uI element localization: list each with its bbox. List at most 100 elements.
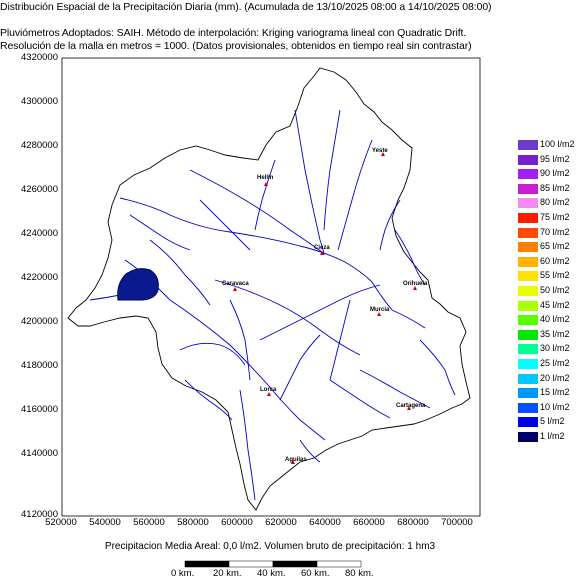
y-tick-label: 4300000 [21, 96, 58, 107]
y-tick-label: 4180000 [21, 360, 58, 371]
river-tributary-19 [299, 439, 321, 463]
river-tributary-17 [254, 159, 276, 231]
legend-swatch [518, 417, 538, 428]
river-tributary-10 [179, 342, 246, 366]
legend-swatch [518, 213, 538, 223]
y-tick-label: 4220000 [21, 272, 58, 283]
legend-label: 40 l/m2 [540, 314, 570, 325]
town-label-yeste: Yeste [372, 148, 388, 154]
legend-label: 45 l/m2 [540, 299, 570, 310]
legend-label: 35 l/m2 [540, 328, 570, 339]
y-tick-label: 4140000 [21, 448, 58, 459]
river-tributary-3 [337, 139, 373, 251]
legend-swatch [518, 388, 538, 399]
legend-swatch [518, 256, 538, 267]
legend-swatch [518, 344, 538, 355]
legend-label: 25 l/m2 [540, 358, 570, 368]
legend-label: 85 l/m2 [540, 182, 570, 193]
town-label-orihuela: Orihuela [403, 281, 428, 287]
y-tick-label: 4280000 [21, 140, 58, 151]
x-tick-label: 600000 [221, 517, 253, 528]
legend-label: 90 l/m2 [540, 168, 570, 179]
legend-label: 95 l/m2 [540, 153, 570, 164]
grid-resolution-text: Resolución de la malla en metros = 1000.… [0, 40, 472, 52]
legend-label: 100 l/m2 [540, 139, 575, 149]
scale-label: 80 km. [345, 568, 374, 579]
x-tick-label: 620000 [265, 517, 297, 528]
map-title: Distribución Espacial de la Precipitació… [0, 1, 492, 13]
legend-label: 1 l/m2 [540, 431, 565, 441]
town-marker [377, 312, 381, 316]
legend-swatch [518, 198, 538, 209]
scale-segment [184, 560, 230, 568]
legend-swatch [518, 402, 538, 413]
river-tributary-16 [129, 214, 191, 251]
scale-bar [184, 560, 362, 568]
y-tick-label: 4200000 [21, 316, 58, 327]
town-label-cartagena: Cartagena [396, 403, 426, 409]
legend-swatch [518, 432, 538, 442]
river-tributary-14 [379, 199, 401, 251]
legend-label: 80 l/m2 [540, 197, 570, 208]
legend-swatch [518, 140, 538, 150]
x-tick-label: 520000 [45, 517, 77, 528]
river-tributary-11 [359, 369, 431, 409]
precipitation-area [117, 268, 159, 301]
legend-swatch [518, 300, 538, 311]
scale-label: 0 km. [171, 568, 195, 579]
town-marker [233, 287, 237, 291]
scale-segment [272, 560, 318, 568]
legend-swatch [518, 183, 538, 194]
river-tributary-18 [419, 339, 456, 396]
town-marker [291, 460, 295, 464]
legend-label: 65 l/m2 [540, 241, 570, 252]
basin-boundary [67, 67, 471, 511]
river-tributary-15 [199, 199, 251, 251]
y-tick-label: 4120000 [21, 509, 58, 520]
river-mundo [189, 169, 323, 253]
legend-swatch [518, 315, 538, 326]
scale-label: 60 km. [301, 568, 330, 579]
river-tributary-23 [329, 299, 351, 381]
x-tick-label: 640000 [309, 517, 341, 528]
river-tributary-12 [329, 379, 391, 419]
legend-label: 50 l/m2 [540, 285, 570, 295]
y-tick-label: 4240000 [21, 228, 58, 239]
x-tick-label: 540000 [89, 517, 121, 528]
town-markers [233, 152, 417, 464]
legend-swatch [518, 286, 538, 296]
river-tributary-13 [394, 229, 426, 286]
legend-swatch [518, 373, 538, 384]
legend-label: 75 l/m2 [540, 212, 570, 222]
scale-label: 20 km. [213, 568, 242, 579]
town-label-cieza: Cieza [314, 245, 330, 251]
town-marker [413, 286, 417, 290]
legend-swatch [518, 154, 538, 165]
river-guadalentin [169, 299, 326, 441]
legend-label: 55 l/m2 [540, 270, 570, 281]
scale-label: 40 km. [257, 568, 286, 579]
river-tributary-22 [229, 299, 251, 381]
legend-label: 10 l/m2 [540, 401, 570, 412]
y-tick-label: 4320000 [21, 52, 58, 63]
legend-swatch [518, 227, 538, 238]
legend-label: 30 l/m2 [540, 343, 570, 354]
river-tributary-9 [279, 334, 321, 401]
x-tick-label: 560000 [133, 517, 165, 528]
river-network [89, 109, 456, 501]
legend-label: 15 l/m2 [540, 387, 570, 398]
river-tributary-4 [149, 239, 211, 306]
town-label-hellin: Hellin [257, 175, 274, 181]
legend-swatch [518, 329, 538, 340]
y-tick-label: 4260000 [21, 184, 58, 195]
town-label-aguilas: Aguilas [285, 457, 307, 463]
river-tributary-2 [323, 109, 341, 231]
scale-segment [316, 560, 362, 568]
legend-swatch [518, 271, 538, 282]
legend-label: 5 l/m2 [540, 416, 565, 427]
y-tick-label: 4160000 [21, 404, 58, 415]
river-tributary-8 [239, 389, 256, 501]
town-marker [267, 392, 271, 396]
river-tributary-20 [184, 379, 233, 421]
